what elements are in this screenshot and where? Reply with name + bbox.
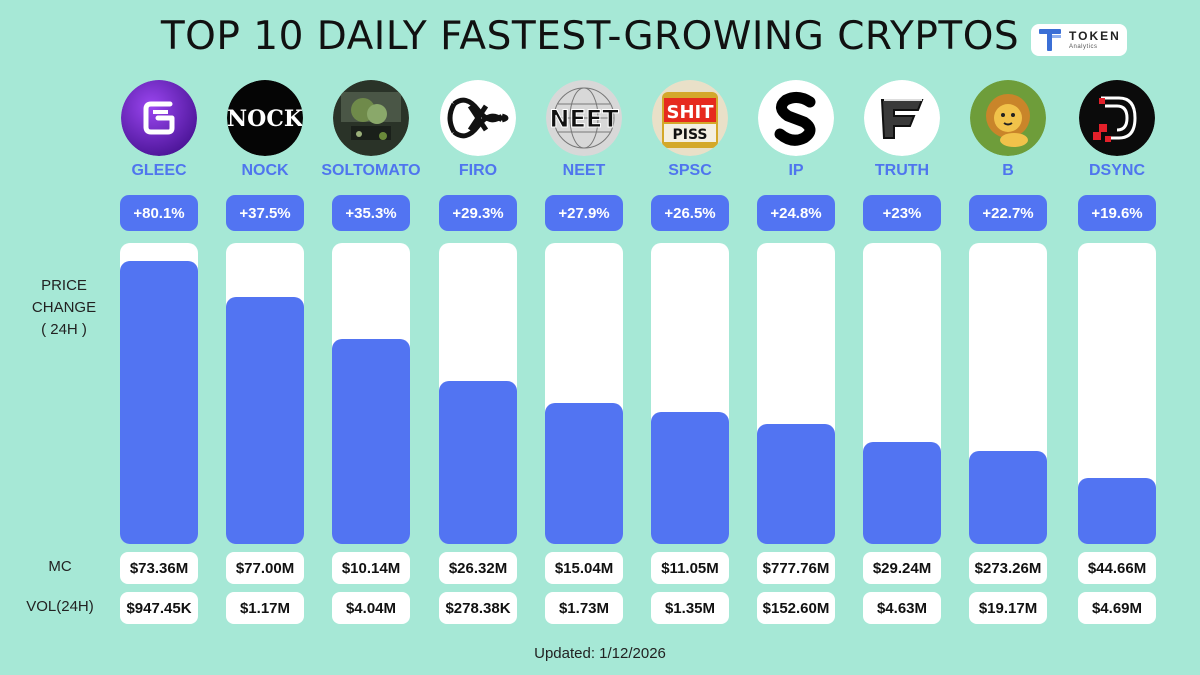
volume-value: $278.38K [439,592,517,624]
symbol-label: NOCK [241,162,289,179]
bar-track [757,243,835,544]
symbol-label: SOLTOMATO [321,162,421,179]
market-cap-value: $15.04M [545,552,623,584]
symbol-label: B [1002,162,1014,179]
bar-track [120,243,198,544]
bar-track [439,243,517,544]
market-cap-value: $44.66M [1078,552,1156,584]
market-cap-value: $273.26M [969,552,1047,584]
neet-text: NEET [549,105,619,133]
volume-value: $947.45K [120,592,198,624]
svg-text:PISS: PISS [672,127,707,143]
crypto-column-spsc: SHIT PISS SPSC +26.5% $11.05M $1.35M [651,0,729,675]
percent-change-badge: +23% [863,195,941,231]
symbol-label: DSYNC [1088,162,1145,179]
symbol-label: NEET [562,162,606,179]
symbol-label: IP [788,162,804,179]
crypto-column-dsync: DSYNC +19.6% $44.66M $4.69M [1078,0,1156,675]
bar [332,339,410,544]
percent-change-badge: +35.3% [332,195,410,231]
truth-logo-icon [864,80,940,156]
percent-change-badge: +19.6% [1078,195,1156,231]
logo-name: TOKEN [1069,29,1121,43]
price-change-label: PRICE CHANGE ( 24H ) [31,277,97,338]
symbol-label: SPSC [668,162,712,179]
bar-track [1078,243,1156,544]
crypto-column-b: B +22.7% $273.26M $19.17M [969,0,1047,675]
volume-value: $19.17M [969,592,1047,624]
bar-track [969,243,1047,544]
symbol-label: FIRO [458,162,498,179]
percent-change-badge: +80.1% [120,195,198,231]
bar [863,442,941,544]
logo-subtitle: Analytics [1069,44,1098,50]
percent-change-badge: +24.8% [757,195,835,231]
vol-label: VOL(24H) [26,598,94,615]
nock-logo-icon: NOCK [227,80,303,156]
bar [757,424,835,544]
updated-date: Updated: 1/12/2026 [534,645,666,662]
volume-value: $4.04M [332,592,410,624]
crypto-column-neet: NEET NEET +27.9% $15.04M $1.73M [545,0,623,675]
bar [226,297,304,544]
token-analytics-logo: TOKEN Analytics [1031,24,1127,56]
percent-change-badge: +22.7% [969,195,1047,231]
bar [439,381,517,544]
volume-value: $1.73M [545,592,623,624]
neet-logo-icon: NEET [546,80,622,156]
svg-text:SHIT: SHIT [666,102,714,123]
market-cap-value: $77.00M [226,552,304,584]
bar [1078,478,1156,544]
spsc-logo-icon: SHIT PISS [652,80,728,156]
ip-logo-icon [758,80,834,156]
bar-track [332,243,410,544]
nock-text: NOCK [227,106,303,132]
volume-value: $1.17M [226,592,304,624]
symbol-label: TRUTH [874,162,930,179]
crypto-column-gleec: GLEEC +80.1% $73.36M $947.45K [120,0,198,675]
volume-value: $4.69M [1078,592,1156,624]
soltomato-logo-icon [333,80,409,156]
crypto-column-firo: FIRO +29.3% $26.32M $278.38K [439,0,517,675]
percent-change-badge: +26.5% [651,195,729,231]
percent-change-badge: +29.3% [439,195,517,231]
bar-track [545,243,623,544]
bar-track [863,243,941,544]
market-cap-value: $10.14M [332,552,410,584]
crypto-column-ip: IP +24.8% $777.76M $152.60M [757,0,835,675]
percent-change-badge: +27.9% [545,195,623,231]
page-title: TOP 10 DAILY FASTEST-GROWING CRYPTOS [160,14,1020,59]
mc-label: MC [48,558,72,575]
volume-value: $1.35M [651,592,729,624]
bar [651,412,729,544]
symbol-label: GLEEC [131,162,187,179]
firo-logo-icon [440,80,516,156]
bar-track [226,243,304,544]
token-t-icon [1039,27,1065,53]
market-cap-value: $26.32M [439,552,517,584]
market-cap-value: $29.24M [863,552,941,584]
bar [969,451,1047,544]
crypto-column-truth: TRUTH +23% $29.24M $4.63M [863,0,941,675]
market-cap-value: $73.36M [120,552,198,584]
bar-track [651,243,729,544]
bar [545,403,623,544]
gleec-logo-icon [121,80,197,156]
dsync-logo-icon [1079,80,1155,156]
b-logo-icon [970,80,1046,156]
crypto-column-nock: NOCK NOCK +37.5% $77.00M $1.17M [226,0,304,675]
market-cap-value: $11.05M [651,552,729,584]
crypto-column-soltomato: SOLTOMATO +35.3% $10.14M $4.04M [321,0,421,675]
volume-value: $152.60M [757,592,835,624]
volume-value: $4.63M [863,592,941,624]
market-cap-value: $777.76M [757,552,835,584]
percent-change-badge: +37.5% [226,195,304,231]
bar [120,261,198,544]
